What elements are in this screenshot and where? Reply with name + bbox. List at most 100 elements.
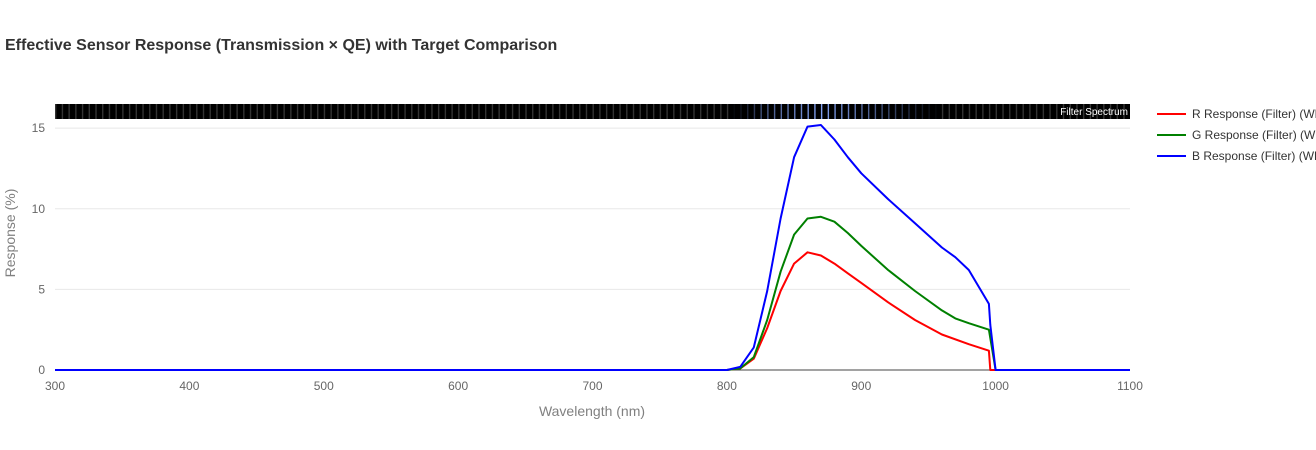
strip-segment — [935, 104, 937, 119]
strip-segment — [1049, 104, 1051, 119]
strip-segment — [915, 104, 917, 119]
strip-segment — [740, 104, 742, 119]
strip-segment — [61, 104, 64, 119]
strip-segment — [310, 104, 312, 119]
strip-segment — [753, 104, 756, 119]
strip-segment — [1009, 104, 1011, 119]
strip-segment — [189, 104, 191, 119]
strip-segment — [968, 104, 971, 119]
strip-segment — [303, 104, 305, 119]
strip-segment — [256, 104, 258, 119]
strip-segment — [921, 104, 924, 119]
strip-segment — [222, 104, 225, 119]
strip-segment — [411, 104, 413, 119]
strip-segment — [794, 104, 796, 119]
strip-segment — [773, 104, 776, 119]
strip-segment — [330, 104, 332, 119]
strip-segment — [720, 104, 722, 119]
strip-segment — [290, 104, 292, 119]
x-tick-label: 900 — [851, 379, 871, 393]
strip-segment — [827, 104, 830, 119]
strip-segment — [713, 104, 715, 119]
strip-segment — [128, 104, 131, 119]
strip-segment — [444, 104, 447, 119]
strip-segment — [68, 104, 70, 119]
strip-segment — [182, 104, 185, 119]
strip-segment — [619, 104, 621, 119]
strip-segment — [847, 104, 850, 119]
strip-segment — [1056, 104, 1058, 119]
strip-segment — [511, 104, 514, 119]
strip-segment — [545, 104, 547, 119]
strip-segment — [659, 104, 662, 119]
strip-segment — [384, 104, 386, 119]
x-axis-ticks: 300 400 500 600 700 800 900 1000 1100 — [45, 379, 1143, 393]
strip-segment — [679, 104, 682, 119]
strip-segment — [1035, 104, 1038, 119]
grid — [55, 127, 1130, 371]
x-tick-label: 800 — [717, 379, 737, 393]
y-tick-label: 0 — [38, 363, 45, 377]
strip-segment — [626, 104, 628, 119]
strip-segment — [249, 104, 252, 119]
strip-segment — [673, 104, 675, 119]
strip-segment — [605, 104, 608, 119]
strip-segment — [532, 104, 534, 119]
strip-segment — [787, 104, 789, 119]
strip-segment — [881, 104, 883, 119]
strip-segment — [1116, 104, 1118, 119]
strip-segment — [1069, 104, 1071, 119]
strip-segment — [733, 104, 735, 119]
strip-segment — [202, 104, 205, 119]
strip-segment — [155, 104, 158, 119]
strip-segment — [75, 104, 77, 119]
strip-segment — [767, 104, 769, 119]
strip-segment — [888, 104, 890, 119]
strip-segment — [270, 104, 272, 119]
strip-segment — [276, 104, 279, 119]
strip-segment — [538, 104, 541, 119]
strip-segment — [962, 104, 964, 119]
strip-segment — [491, 104, 494, 119]
strip-segment — [585, 104, 588, 119]
strip-segment — [1062, 104, 1065, 119]
strip-segment — [337, 104, 339, 119]
strip-segment — [928, 104, 930, 119]
strip-segment — [747, 104, 749, 119]
x-tick-label: 600 — [448, 379, 468, 393]
strip-segment — [437, 104, 440, 119]
legend-label[interactable]: R Response (Filter) (WB) — [1192, 107, 1316, 121]
strip-segment — [458, 104, 460, 119]
strip-segment — [854, 104, 856, 119]
strip-segment — [780, 104, 783, 119]
y-axis-title: Response (%) — [2, 189, 18, 278]
strip-segment — [1022, 104, 1024, 119]
strip-segment — [975, 104, 977, 119]
strip-segment — [196, 104, 198, 119]
strip-segment — [364, 104, 366, 119]
strip-segment — [108, 104, 111, 119]
strip-segment — [1042, 104, 1045, 119]
strip-segment — [236, 104, 238, 119]
strip-segment — [357, 104, 359, 119]
strip-segment — [807, 104, 809, 119]
strip-segment — [370, 104, 373, 119]
series-line-1 — [55, 215, 1130, 371]
strip-segment — [55, 104, 57, 119]
strip-segment — [820, 104, 823, 119]
legend-label[interactable]: G Response (Filter) (WB) — [1192, 128, 1316, 142]
strip-segment — [95, 104, 97, 119]
strip-segment — [1089, 104, 1092, 119]
strip-label: Filter Spectrum — [1060, 107, 1128, 118]
legend-label[interactable]: B Response (Filter) (WB) — [1192, 149, 1316, 163]
x-tick-label: 1100 — [1117, 379, 1143, 393]
x-tick-label: 700 — [582, 379, 602, 393]
strip-segment — [169, 104, 171, 119]
strip-segment — [122, 104, 124, 119]
strip-segment — [1096, 104, 1098, 119]
strip-segment — [229, 104, 232, 119]
strip-segment — [995, 104, 998, 119]
strip-segment — [948, 104, 950, 119]
strip-segment — [175, 104, 178, 119]
strip-segment — [639, 104, 641, 119]
